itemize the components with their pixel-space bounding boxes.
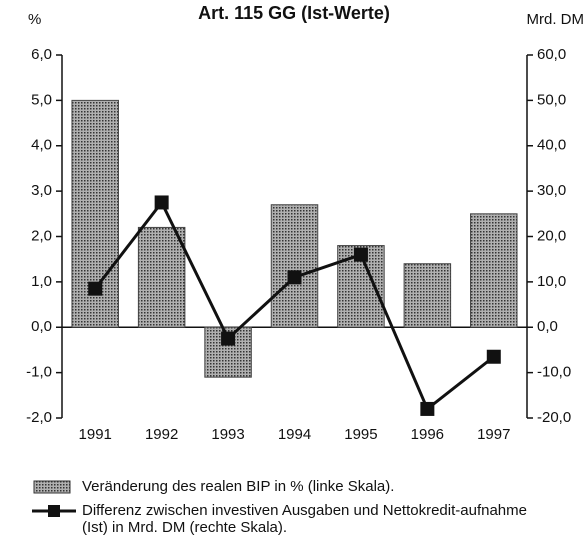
legend-item: Veränderung des realen BIP in % (linke S… [30,478,552,496]
y2-tick-label: -20,0 [537,409,571,426]
y2-tick-label: 20,0 [537,227,566,244]
y2-tick-label: 30,0 [537,182,566,199]
legend-label: Veränderung des realen BIP in % (linke S… [82,478,395,495]
legend-swatch [32,505,76,517]
y-axis-label: % [28,11,41,28]
legend-item: Differenz zwischen investiven Ausgaben u… [30,502,552,536]
marker [88,281,103,296]
y-tick-label: 6,0 [31,46,52,63]
marker [221,331,236,346]
y-tick-label: 1,0 [31,273,52,290]
y-tick-label: 2,0 [31,227,52,244]
y2-tick-label: -10,0 [537,364,571,381]
bar [137,226,186,328]
y2-tick-label: 10,0 [537,273,566,290]
y-tick-label: -2,0 [26,409,52,426]
y-tick-label: 0,0 [31,318,52,335]
legend-label: Differenz zwischen investiven Ausgaben u… [82,502,527,536]
y2-tick-label: 40,0 [537,137,566,154]
y2-tick-label: 60,0 [537,46,566,63]
y-tick-label: -1,0 [26,364,52,381]
y2-axis-label: Mrd. DM [527,11,585,28]
y-tick-label: 5,0 [31,91,52,108]
marker [353,247,368,262]
x-tick-label: 1996 [411,426,444,443]
marker [486,349,501,364]
y-tick-label: 4,0 [31,137,52,154]
chart: Art. 115 GG (Ist-Werte) % Mrd. DM -2,0 -1… [26,3,585,443]
x-tick-label: 1997 [477,426,510,443]
x-tick-label: 1991 [79,426,112,443]
marker [420,401,435,416]
x-tick-label: 1992 [145,426,178,443]
x-tick-label: 1994 [278,426,311,443]
legend-swatch [33,480,71,494]
bar [403,263,452,328]
y2-tick-label: 0,0 [537,318,558,335]
marker [287,270,302,285]
y2-tick-label: 50,0 [537,91,566,108]
chart-title: Art. 115 GG (Ist-Werte) [198,3,390,23]
bar [270,204,319,328]
x-tick-label: 1995 [344,426,377,443]
marker [154,195,169,210]
bar [470,213,518,328]
y-tick-label: 3,0 [31,182,52,199]
x-tick-label: 1993 [211,426,244,443]
